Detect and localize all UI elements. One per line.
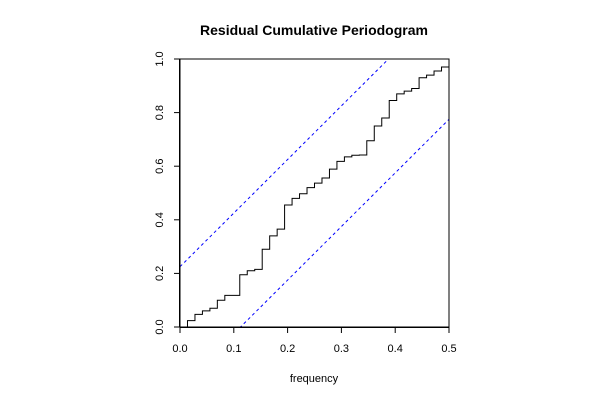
y-tick-label: 1.0 [154, 51, 166, 66]
y-tick-label: 0.0 [154, 319, 166, 334]
x-tick-label: 0.3 [334, 343, 349, 355]
x-tick-label: 0.0 [172, 343, 187, 355]
x-axis-label: frequency [290, 373, 339, 385]
x-tick-label: 0.1 [226, 343, 241, 355]
x-tick-label: 0.5 [441, 343, 456, 355]
cumulative-periodogram-series [180, 59, 449, 327]
y-tick-label: 0.6 [154, 159, 166, 174]
y-axis: 0.0 0.2 0.4 0.6 0.8 1.0 [154, 51, 180, 335]
plot-frame [179, 58, 450, 328]
confidence-bands [180, 59, 449, 327]
y-tick-label: 0.8 [154, 105, 166, 120]
x-tick-label: 0.4 [388, 343, 403, 355]
confidence-line-1 [180, 59, 390, 268]
y-tick-label: 0.4 [154, 212, 166, 227]
step-line [180, 59, 449, 327]
chart-title: Residual Cumulative Periodogram [200, 22, 428, 38]
x-tick-label: 0.2 [280, 343, 295, 355]
x-axis: 0.0 0.1 0.2 0.3 0.4 0.5 [172, 327, 457, 355]
y-tick-label: 0.2 [154, 266, 166, 281]
confidence-line-2 [239, 118, 449, 327]
